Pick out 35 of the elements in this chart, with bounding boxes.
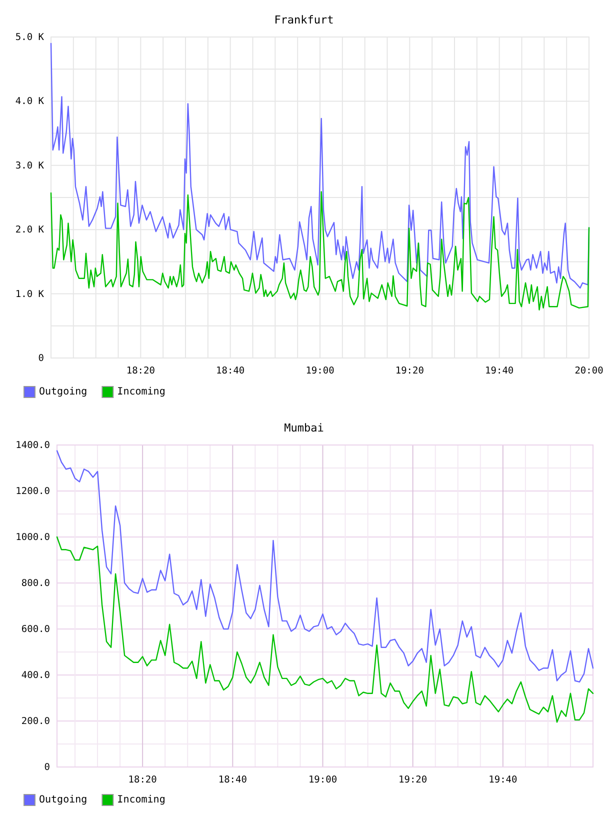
legend-label: Outgoing — [39, 794, 88, 806]
legend-label: Incoming — [117, 386, 166, 398]
line-series — [50, 191, 590, 310]
y-tick-label: 4.0 K — [15, 96, 44, 108]
x-tick-label: 18:20 — [126, 366, 156, 377]
x-tick-label: 19:40 — [488, 774, 518, 786]
y-tick-label: 1200.0 — [16, 486, 50, 498]
y-tick-label: 1000.0 — [16, 532, 50, 544]
y-tick-label: 1400.0 — [16, 440, 50, 452]
y-tick-label: 5.0 K — [15, 32, 44, 44]
y-tick-label: 0 — [44, 762, 50, 774]
y-tick-label: 800.0 — [21, 578, 50, 590]
line-series — [50, 42, 590, 289]
line-series — [56, 450, 594, 682]
y-tick-label: 600.0 — [21, 624, 50, 636]
y-tick-label: 2.0 K — [15, 224, 44, 236]
y-tick-label: 400.0 — [21, 670, 50, 682]
y-tick-label: 1.0 K — [15, 288, 44, 300]
x-tick-label: 18:40 — [216, 366, 245, 377]
y-tick-label: 3.0 K — [15, 160, 44, 172]
x-tick-label: 18:20 — [128, 774, 158, 786]
x-tick-label: 18:40 — [218, 774, 248, 786]
chart-title: Mumbai — [284, 422, 324, 434]
x-tick-label: 20:00 — [574, 366, 604, 377]
x-tick-label: 19:20 — [398, 774, 428, 786]
x-tick-label: 19:00 — [306, 366, 335, 377]
x-tick-label: 19:20 — [395, 366, 424, 377]
y-tick-label: 0 — [38, 353, 44, 364]
line-series — [56, 536, 594, 723]
x-tick-label: 19:00 — [308, 774, 338, 786]
x-tick-label: 19:40 — [485, 366, 514, 377]
legend-label: Incoming — [117, 794, 166, 806]
legend-label: Outgoing — [39, 386, 88, 398]
chart-title: Frankfurt — [274, 14, 334, 26]
y-tick-label: 200.0 — [21, 716, 50, 728]
